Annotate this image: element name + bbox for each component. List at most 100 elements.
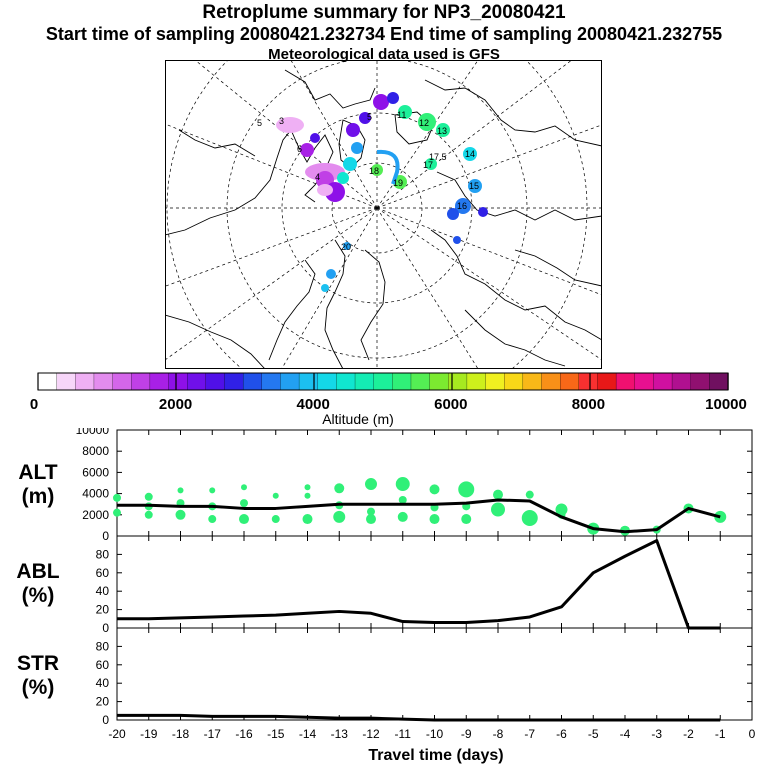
colorbar-tick-label: 2000 [159,396,192,413]
y-axis-label: (%) [22,676,55,699]
trajectory-map: 5 3 6 4 5 11 12 13 14 15 16 17 18 19 20 … [165,60,602,369]
cluster-point [208,515,217,524]
y-tick-label: 80 [96,547,110,561]
colorbar-cell [541,372,561,391]
cluster-point [304,484,311,491]
y-tick-label: 60 [96,658,110,672]
cluster-point [241,484,247,491]
x-tick-label: -12 [362,727,380,741]
colorbar-tick-label: 10000 [705,396,747,413]
colorbar-cell [261,372,282,391]
colorbar-cell [168,372,188,391]
cluster-point [365,478,377,491]
x-tick-label: -2 [683,727,694,741]
colorbar-tick-label: 6000 [434,396,467,413]
cluster-point [175,509,186,520]
colorbar-cell [336,372,356,391]
colorbar-cell [653,372,673,391]
y-tick-label: 4000 [82,487,109,501]
colorbar-tick-label: 8000 [572,396,605,413]
colorbar-cell [448,372,468,391]
cluster-point [334,483,345,494]
colorbar-label: Altitude (m) [322,411,394,427]
x-tick-label: -19 [140,727,158,741]
panel-frame [116,535,753,629]
map-label: 13 [437,126,447,136]
colorbar-cell [112,372,132,391]
x-tick-label: -1 [715,727,726,741]
cluster-point [302,514,313,525]
y-axis-label: ABL [16,560,59,583]
colorbar-cell [75,372,95,391]
cluster-point [177,487,184,494]
cluster-point [429,514,440,525]
cluster-point [144,492,153,501]
colorbar-cell [671,372,692,391]
x-tick-label: -4 [620,727,631,741]
y-tick-label: 60 [96,566,110,580]
cluster-point [458,481,475,498]
colorbar-cell [466,372,487,391]
x-tick-label: -20 [108,727,126,741]
x-tick-label: -10 [426,727,444,741]
colorbar-cell [280,372,300,391]
cluster-point [366,514,376,525]
cluster-point [493,489,503,500]
y-axis-label: ALT [18,461,57,484]
y-tick-label: 6000 [82,465,109,479]
cluster-point [333,510,346,523]
panel-alt: 0 2000 4000 6000 8000 10000 ALT(m) [18,428,753,543]
map-label: 17.5 [429,152,447,162]
colorbar-cell [410,372,431,391]
cluster-point [209,487,216,494]
panel-frame [116,627,753,721]
x-tick-label: -14 [299,727,317,741]
x-tick-label: -15 [267,727,285,741]
cluster-point [461,514,472,525]
x-axis-label: Travel time (days) [368,747,503,764]
map-label: 20 [341,242,351,252]
y-axis-label: STR [17,652,59,675]
colorbar-cell [578,372,599,391]
x-tick-label: -8 [493,727,504,741]
map-label: 16 [457,201,467,211]
colorbar-cell [242,372,263,391]
met-data-note: Meteorological data used is GFS [268,46,500,63]
x-tick-label: -13 [331,727,349,741]
colorbar-cell [93,372,114,391]
colorbar-cell [634,372,655,391]
series-line [117,539,721,630]
colorbar-tick-label: 0 [30,396,38,413]
colorbar-cell [597,372,617,391]
cluster-point [113,508,121,517]
day-labels: 5 3 6 4 5 11 12 13 14 15 16 17 18 19 20 … [257,110,479,252]
altitude-colorbar: 0 2000 4000 6000 8000 10000 Altitude (m) [30,372,747,427]
y-tick-label: 40 [96,676,110,690]
cluster-point [367,507,375,516]
cluster-point [521,509,538,526]
x-tick-label: -11 [395,727,412,741]
colorbar-cell [224,372,244,391]
x-tick-label: -3 [651,727,662,741]
map-label: 18 [369,166,379,176]
colorbar-cell [522,372,543,391]
colorbar-cell [392,372,412,391]
y-tick-label: 0 [102,713,109,727]
y-tick-label: 20 [96,603,110,617]
coastlines [165,69,602,369]
colorbar-cell [504,372,524,391]
cluster-point [239,514,249,525]
cluster-point [525,490,534,499]
series-line [117,498,721,534]
colorbar-cell [615,372,636,391]
colorbar-cell [429,372,449,391]
colorbar-cell [298,372,319,391]
colorbar-cell [56,372,76,391]
colorbar-tick-label: 4000 [297,396,330,413]
y-tick-label: 20 [96,695,110,709]
y-axis-label: (%) [22,584,55,607]
sampling-times: Start time of sampling 20080421.232734 E… [45,24,723,44]
colorbar-cell [354,372,375,391]
colorbar-cell [317,372,338,391]
